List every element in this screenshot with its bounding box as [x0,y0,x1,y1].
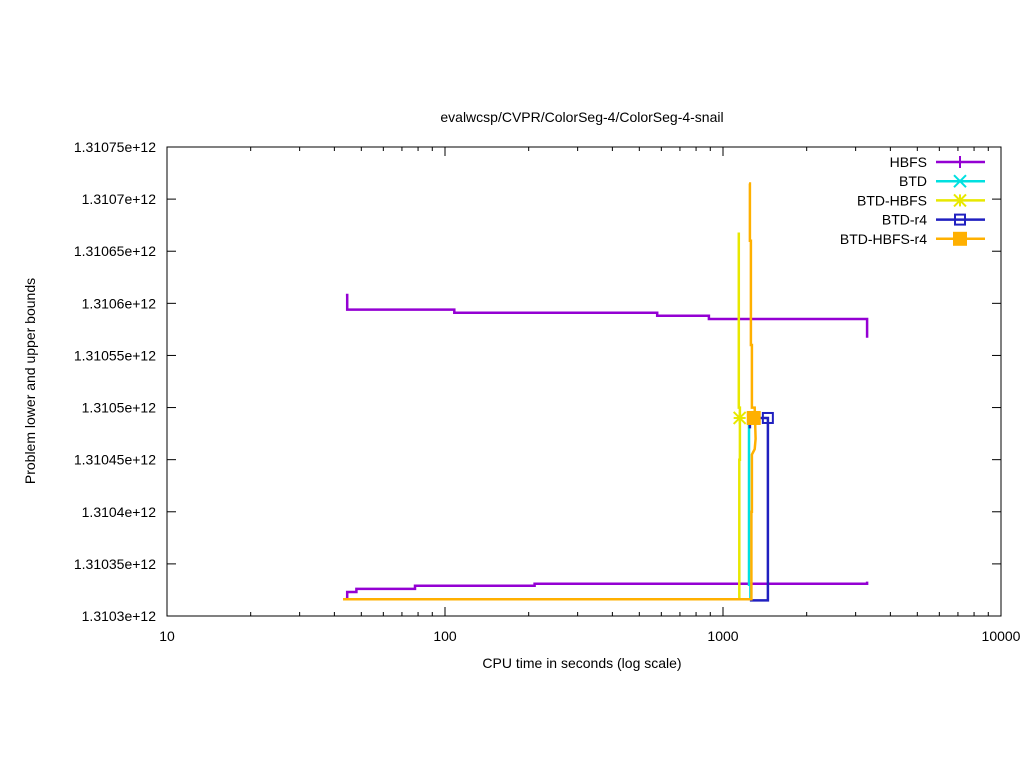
axis-ticks: 1.3103e+12 1.31035e+12 1.3104e+12 1.31045e+… [74,139,1021,644]
series-line-btd-hbfs-r4 [748,182,757,601]
data-point-btd-hbfs-r4 [746,410,761,425]
series-line-btd-hbfs [737,232,742,601]
x-tick-label: 1000 [707,628,738,644]
legend-label-btd-r4: BTD-r4 [882,212,927,228]
x-tick-label: 10 [159,628,175,644]
y-tick-label: 1.31055e+12 [74,347,156,363]
y-axis-label: Problem lower and upper bounds [22,278,38,484]
x-tick-label: 10000 [982,628,1021,644]
series-line-hbfs [345,581,869,600]
y-tick-label: 1.3106e+12 [82,295,157,311]
data-point-btd-hbfs [732,411,747,425]
legend-label-hbfs: HBFS [890,154,927,170]
legend-label-btd: BTD [899,173,927,189]
legend-marker-btd [953,174,967,188]
legend-marker-btd-r4 [954,213,966,226]
y-tick-label: 1.31065e+12 [74,243,156,259]
legend-label-btd-hbfs-r4: BTD-HBFS-r4 [840,231,927,247]
plot-border [166,146,1002,617]
legend: HBFS BTD BTD-HBFS BTD-r4 BTD-HBFS-r4 [840,154,985,247]
x-axis-label: CPU time in seconds (log scale) [482,655,681,671]
y-tick-label: 1.3104e+12 [82,504,157,520]
x-tick-label: 100 [433,628,457,644]
y-tick-label: 1.31035e+12 [74,556,156,572]
y-tick-label: 1.3103e+12 [82,608,157,624]
y-tick-label: 1.31045e+12 [74,452,156,468]
y-tick-label: 1.31075e+12 [74,139,156,155]
y-tick-label: 1.3105e+12 [82,400,157,416]
legend-marker-hbfs [954,156,966,168]
legend-marker-btd-hbfs-r4 [953,231,967,246]
data-point-btd-r4 [761,411,774,424]
legend-marker-btd-hbfs [953,193,967,208]
y-tick-label: 1.3107e+12 [82,191,157,207]
plot-area [343,182,869,602]
legend-label-btd-hbfs: BTD-HBFS [857,192,927,208]
series-line-hbfs [345,293,869,338]
chart-title: evalwcsp/CVPR/ColorSeg-4/ColorSeg-4-snai… [440,109,723,125]
